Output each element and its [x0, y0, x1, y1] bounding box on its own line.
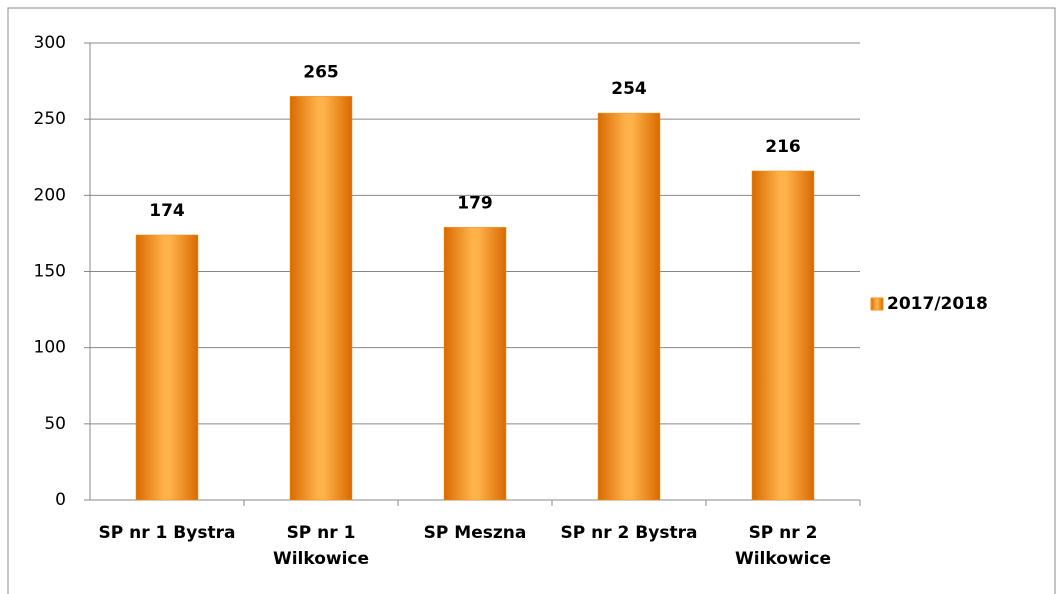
x-tick-label: SP nr 1 Bystra [98, 523, 236, 543]
bar [751, 170, 815, 501]
y-tick-label: 150 [34, 262, 66, 282]
value-label: 174 [149, 201, 185, 221]
x-tick-label: SP nr 2 Wilkowice [734, 523, 832, 569]
chart-border [7, 7, 1056, 594]
value-label: 216 [765, 137, 801, 157]
value-label: 265 [303, 62, 339, 82]
x-tick-label: SP Meszna [423, 523, 527, 543]
y-tick-label: 200 [34, 185, 66, 205]
y-tick-label: 300 [34, 33, 66, 53]
y-tick-label: 100 [34, 338, 66, 358]
x-tick-label: SP nr 2 Bystra [560, 523, 698, 543]
x-tick-label: SP nr 1 Wilkowice [272, 523, 370, 569]
bar [597, 112, 661, 501]
legend-swatch [870, 297, 884, 311]
legend-label: 2017/2018 [887, 294, 988, 314]
bar [443, 227, 507, 501]
value-label: 254 [611, 79, 647, 99]
y-tick-label: 0 [55, 490, 66, 510]
value-label: 179 [457, 193, 493, 213]
bar [289, 96, 353, 501]
y-tick-label: 250 [34, 109, 66, 129]
bar [135, 234, 199, 501]
y-tick-label: 50 [44, 414, 66, 434]
